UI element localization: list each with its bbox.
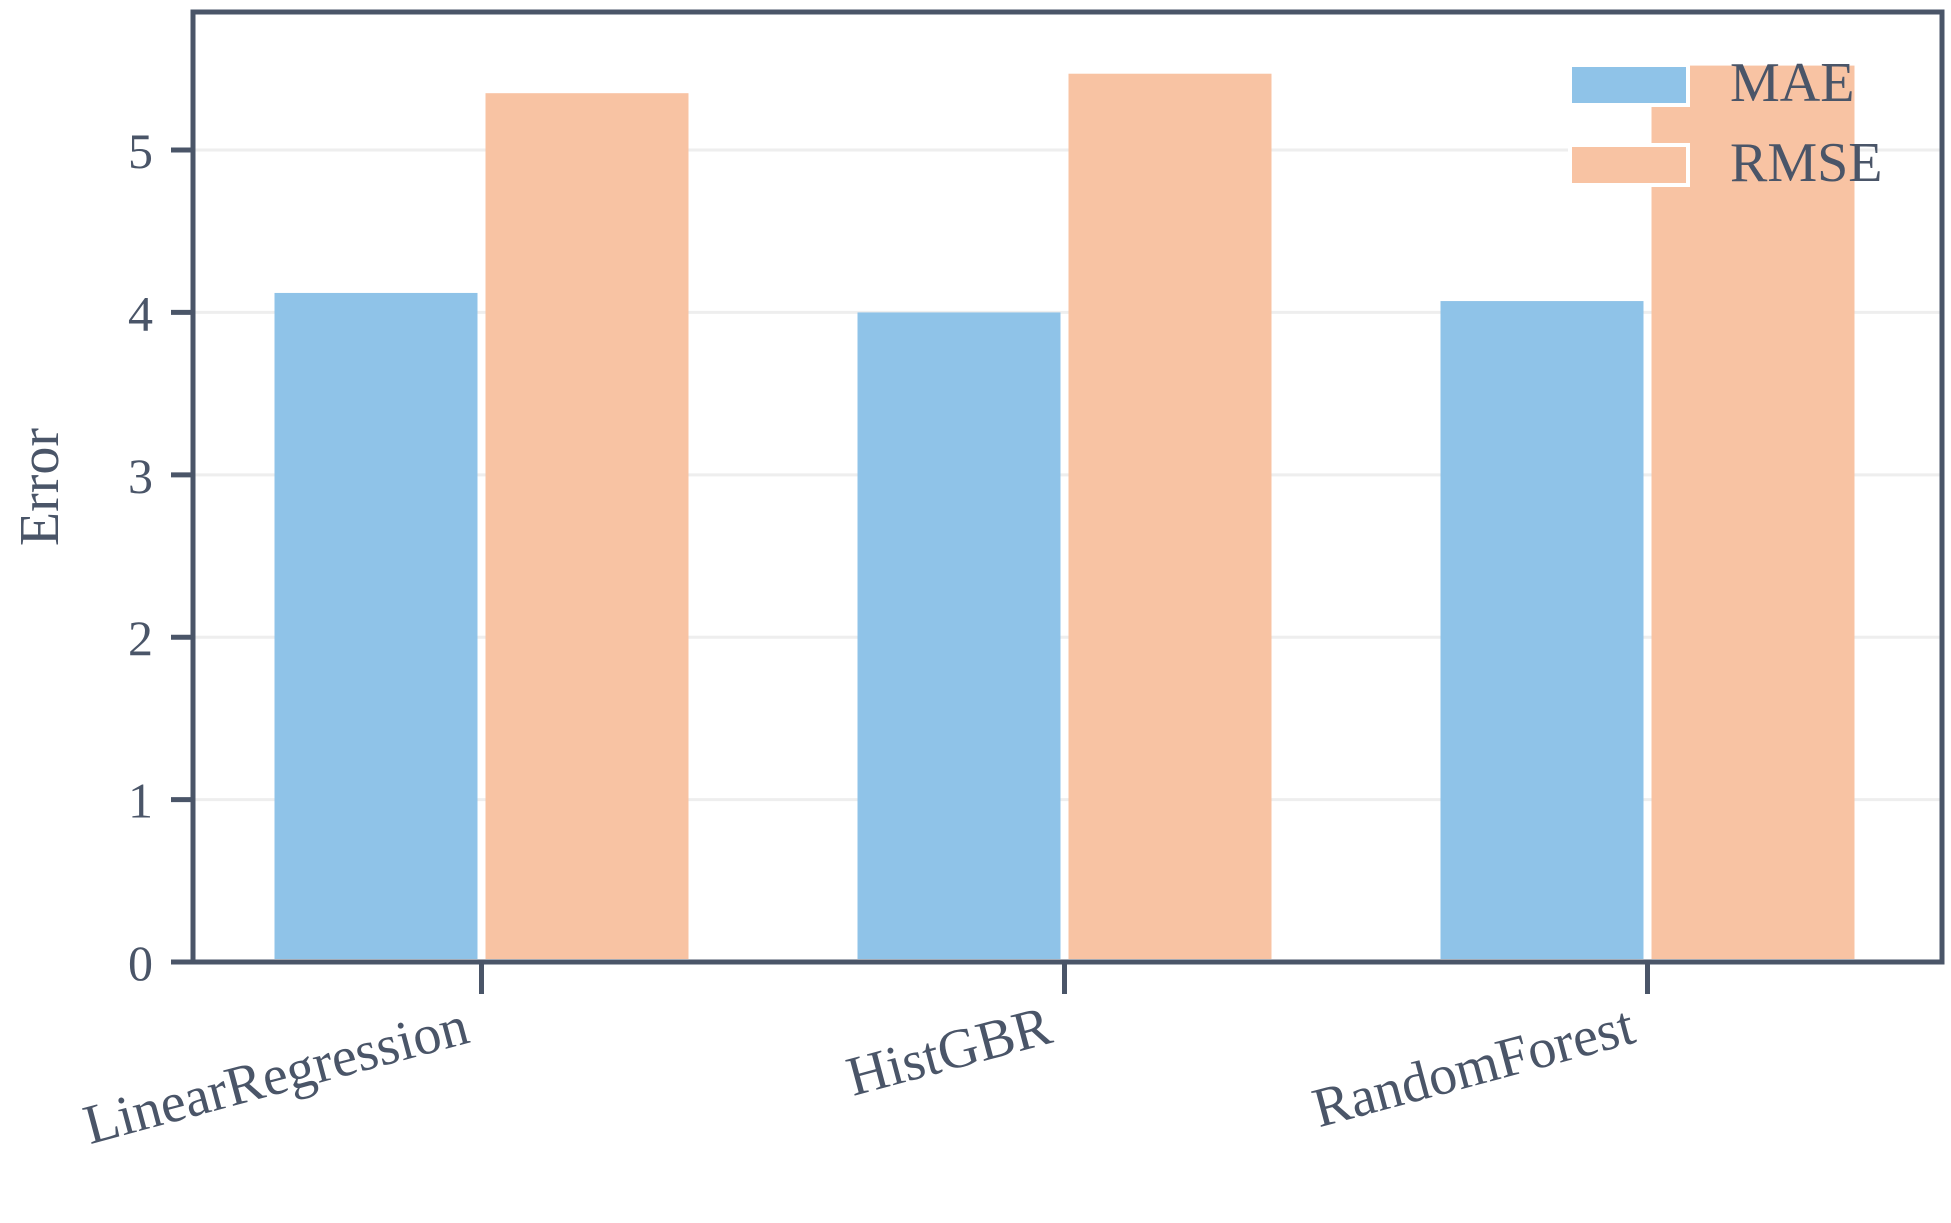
y-tick-label: 1	[128, 773, 153, 829]
y-axis-ticks: 0 1 2 3 4 5	[128, 123, 193, 991]
y-tick-label: 2	[128, 610, 153, 666]
y-axis-title: Error	[9, 428, 71, 547]
plot-frame	[190, 9, 1945, 965]
bar-rmse-histgbr	[1068, 73, 1272, 959]
legend-swatch-mae	[1568, 63, 1690, 107]
y-tick-label: 3	[128, 448, 153, 504]
grid-lines	[193, 148, 1942, 802]
bar-mae-randomforest	[1440, 301, 1644, 959]
bars	[274, 65, 1855, 960]
y-tick-label: 5	[128, 123, 153, 179]
legend-label-mae: MAE	[1730, 52, 1854, 114]
bar-rmse-randomforest	[1651, 65, 1855, 960]
bar-rmse-linearregression	[485, 93, 689, 959]
bar-mae-linearregression	[274, 292, 478, 959]
legend-label-rmse: RMSE	[1730, 132, 1883, 194]
axes	[190, 9, 1945, 965]
legend: MAE RMSE	[1568, 52, 1883, 194]
y-tick-label: 4	[128, 285, 153, 341]
y-tick-label: 0	[128, 935, 153, 991]
bar-mae-histgbr	[857, 312, 1061, 959]
legend-swatch-rmse	[1568, 143, 1690, 187]
